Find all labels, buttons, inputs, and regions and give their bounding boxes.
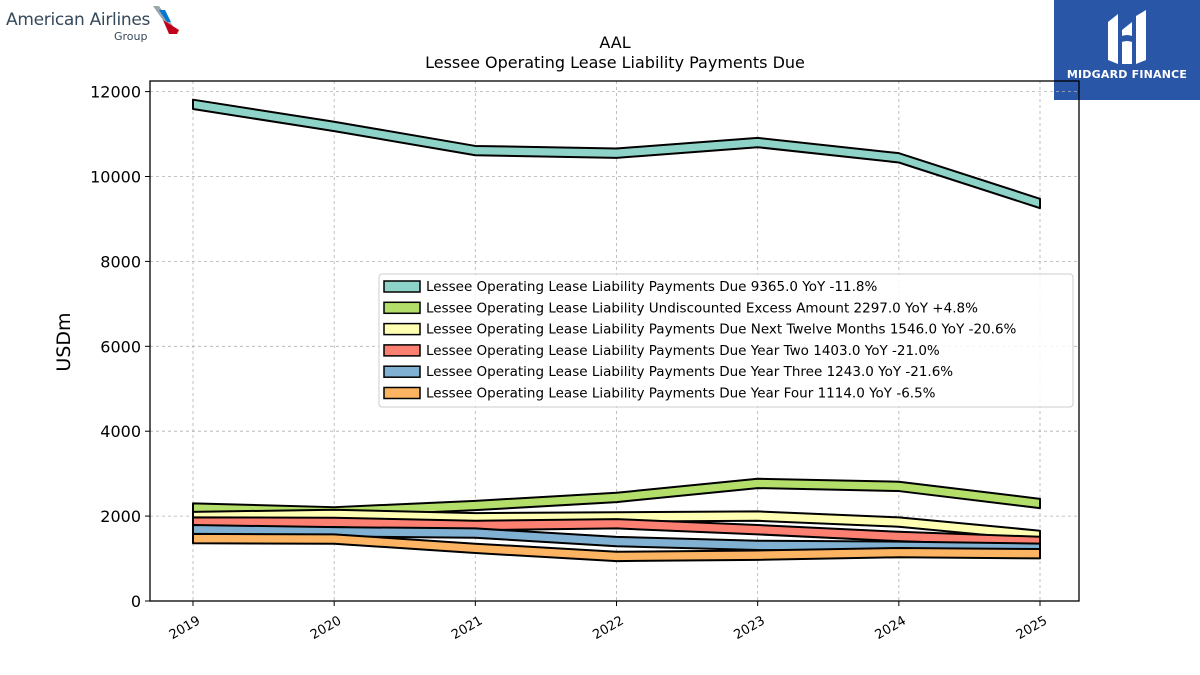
y-axis-ticks: 0 2000 4000 6000 8000 10000 12000 [90,83,150,611]
chart-subtitle: Lessee Operating Lease Liability Payment… [425,53,805,72]
x-tick-label: 2023 [732,613,768,643]
legend-entry: Lessee Operating Lease Liability Payment… [426,343,940,359]
series-areas [192,98,1041,563]
y-tick-label: 0 [131,592,141,611]
legend-swatch [383,365,421,378]
y-tick-label: 8000 [100,252,141,271]
american-airlines-logo: American Airlines Group [4,4,184,44]
legend-entry: Lessee Operating Lease Liability Payment… [426,364,953,380]
y-tick-label: 10000 [90,168,141,187]
y-tick-label: 6000 [100,337,141,356]
plot-frame [149,80,1080,602]
x-tick-label: 2020 [308,613,344,643]
midgard-emblem-icon [1108,10,1146,64]
legend-swatch [383,386,421,400]
x-tick-label: 2021 [449,613,485,643]
legend-entry: Lessee Operating Lease Liability Payment… [426,279,877,295]
x-tick-label: 2024 [873,613,909,643]
legend-entry: Lessee Operating Lease Liability Payment… [426,322,1017,338]
x-tick-label: 2019 [167,613,203,643]
midgard-finance-logo: MIDGARD FINANCE [1054,0,1200,100]
x-tick-label: 2022 [590,613,626,643]
flight-symbol-icon [153,6,179,34]
legend-swatch [383,301,421,315]
y-tick-label: 2000 [100,507,141,526]
legend-entry: Lessee Operating Lease Liability Undisco… [426,300,978,316]
legend-swatch [383,344,421,357]
series-band [192,532,1041,563]
legend-box [378,273,1074,408]
legend: Lessee Operating Lease Liability Payment… [378,273,1074,408]
company-sub: Group [114,30,148,43]
y-axis-label: USDm [53,312,75,371]
company-name: American Airlines [6,10,151,30]
chart-title: AAL [599,33,630,52]
legend-swatch [383,322,421,336]
y-tick-label: 12000 [90,83,141,102]
y-tick-label: 4000 [100,422,141,441]
x-tick-label: 2025 [1014,613,1050,643]
partner-name: MIDGARD FINANCE [1066,68,1188,81]
legend-swatch [383,280,421,293]
x-axis-ticks: 2019 2020 2021 2022 2023 2024 2025 [167,601,1050,643]
series-band [192,98,1041,210]
legend-entry: Lessee Operating Lease Liability Payment… [426,386,936,402]
